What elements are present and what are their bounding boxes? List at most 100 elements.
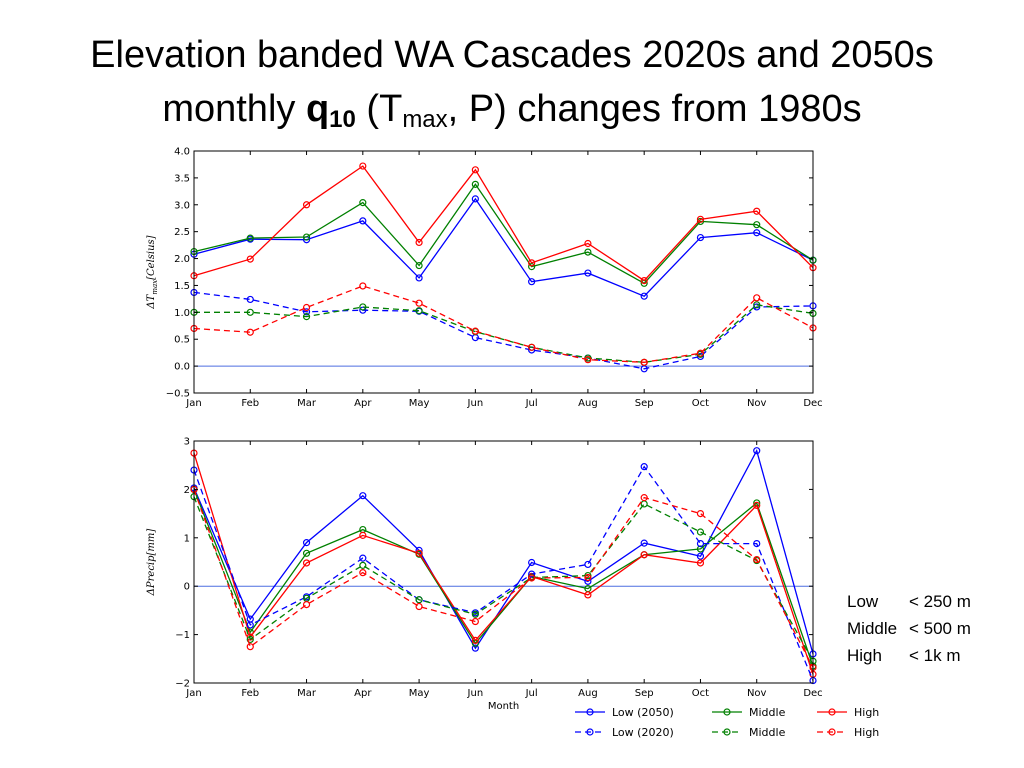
elevation-name: High [847, 646, 882, 665]
x-tick-label: Nov [747, 398, 767, 409]
data-point [696, 552, 705, 560]
data-point [528, 278, 536, 286]
elevation-value: < 1k m [909, 646, 961, 665]
data-point [246, 328, 254, 336]
data-point [246, 635, 254, 644]
x-tick-label: Nov [747, 688, 767, 699]
data-point [246, 255, 254, 263]
data-point [640, 358, 648, 366]
data-point [415, 307, 423, 315]
series-high-solid [190, 162, 817, 285]
series-line [193, 291, 814, 370]
data-point [584, 573, 592, 582]
data-point [415, 274, 423, 282]
x-tick-label: Sep [635, 688, 654, 699]
x-tick-label: Jul [525, 688, 538, 699]
title-q-subscript: 10 [329, 106, 356, 133]
title-q-letter: q [305, 88, 330, 130]
x-tick-label: Jan [185, 688, 201, 699]
elevation-name: Low [847, 592, 879, 611]
data-point [528, 343, 536, 351]
legend-marker [586, 728, 594, 736]
legend-item-high-solid: High [817, 706, 879, 719]
legend-label: Low (2050) [612, 706, 674, 719]
series-low-solid [190, 195, 817, 300]
series-line [193, 285, 814, 363]
legend-marker [828, 708, 836, 716]
legend-item-middle-solid: Middle [712, 706, 786, 719]
data-point [696, 528, 705, 536]
y-tick-label: 3.5 [174, 173, 190, 184]
y-tick-label: 1.0 [174, 308, 190, 319]
data-point [302, 559, 311, 567]
data-point [415, 238, 423, 247]
legend-item-low-solid: Low (2050) [575, 706, 674, 719]
legend-marker [723, 728, 731, 736]
data-point [640, 463, 648, 471]
elevation-value: < 500 m [909, 619, 971, 638]
data-point [471, 644, 479, 652]
series-low-dashed [190, 463, 817, 685]
data-point [302, 549, 311, 557]
data-point [753, 540, 761, 548]
title-max-subscript: max [402, 106, 448, 133]
data-point [640, 500, 648, 508]
data-point [471, 180, 479, 188]
title-line-2: monthly q10 (Tmax, P) changes from 1980s [0, 82, 1024, 147]
y-axis-label-main: ΔPrecip [146, 555, 157, 596]
data-point [584, 356, 592, 364]
data-point [415, 596, 423, 604]
series-line [194, 304, 814, 363]
data-point [696, 233, 705, 242]
legend-label: Low (2020) [612, 726, 674, 739]
y-tick-label: 4.0 [174, 147, 190, 158]
y-axis-label: ΔPrecip[mm] [146, 529, 157, 597]
x-tick-label: Jul [525, 398, 538, 409]
x-tick-label: Feb [241, 398, 259, 409]
data-point [359, 561, 367, 569]
data-point [415, 261, 423, 270]
y-tick-label: 1.5 [174, 281, 190, 292]
y-axis-label-main: ΔT [146, 293, 157, 309]
data-point [302, 313, 311, 321]
data-point [753, 501, 761, 509]
series-line [193, 465, 814, 681]
data-point [696, 349, 705, 357]
series-middle-solid [190, 485, 817, 670]
series-line [193, 183, 814, 285]
series-line [193, 496, 814, 662]
x-tick-label: Sep [635, 398, 654, 409]
legend-item-middle-dashed: Middle [712, 726, 786, 739]
series-high-dashed [190, 282, 817, 366]
data-point [359, 217, 367, 225]
x-tick-label: Jun [467, 688, 484, 699]
x-tick-label: Dec [803, 688, 822, 699]
data-point [359, 531, 367, 539]
series-line [193, 489, 814, 668]
x-tick-label: Apr [354, 398, 372, 409]
series-high-dashed [190, 485, 817, 672]
x-tick-label: Oct [692, 688, 709, 699]
data-point [359, 306, 367, 314]
x-tick-label: Aug [578, 688, 598, 699]
data-point [753, 229, 761, 237]
series-line [193, 489, 814, 667]
y-axis-label-unit: [Celsius] [146, 235, 157, 280]
legend-item-high-dashed: High [817, 726, 879, 739]
chart-panel-1: −0.5 0.0 0.5 1.0 1.5 2.0 2.5 3.0 3.5 4.0 Jan Feb Mar… [146, 147, 823, 410]
series-low-solid [190, 447, 817, 658]
data-point [753, 294, 761, 302]
data-point [696, 509, 705, 518]
data-point [302, 303, 311, 312]
data-point [302, 600, 311, 609]
legend-label: Middle [749, 706, 786, 719]
series-high-solid [190, 449, 817, 678]
x-tick-label: Feb [241, 688, 259, 699]
data-point [753, 301, 761, 309]
data-point [640, 494, 648, 502]
data-point [471, 195, 479, 203]
data-point [415, 602, 423, 611]
series-middle-dashed [190, 493, 817, 665]
data-point [359, 554, 367, 562]
data-point [584, 248, 592, 256]
